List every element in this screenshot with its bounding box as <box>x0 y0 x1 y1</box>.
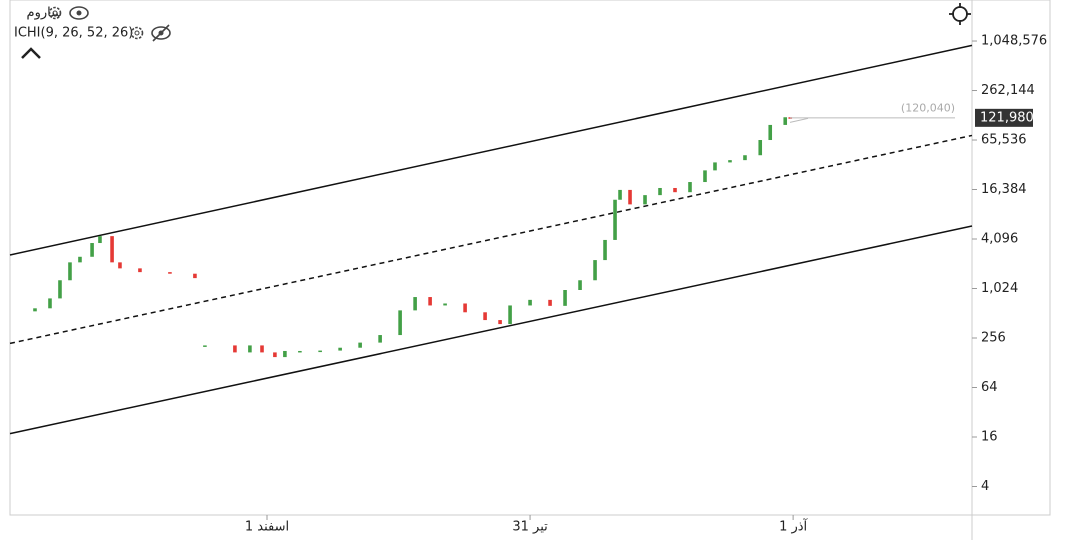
candle <box>713 162 717 171</box>
candle <box>48 298 52 309</box>
candle <box>463 303 467 313</box>
candle <box>358 342 362 348</box>
candle <box>58 280 62 299</box>
candle <box>703 170 707 183</box>
candle <box>643 195 647 205</box>
last-price: 121,980 <box>980 110 1034 125</box>
candle <box>90 243 94 257</box>
candle <box>593 260 597 281</box>
crosshair-button[interactable] <box>949 3 971 25</box>
y-tick-label: 65,536 <box>981 133 1027 148</box>
candle <box>498 320 502 325</box>
candle <box>118 262 122 269</box>
candle <box>248 345 252 353</box>
candle <box>233 345 237 353</box>
candle <box>563 289 567 306</box>
candle <box>443 303 447 306</box>
candle <box>283 350 287 358</box>
candle <box>203 345 207 347</box>
y-tick-label: 64 <box>981 380 998 395</box>
candle <box>193 273 197 279</box>
candle <box>768 124 773 141</box>
candle <box>273 352 277 358</box>
reference-tail <box>789 117 809 123</box>
y-tick-label: 262,144 <box>981 83 1035 98</box>
candle <box>33 308 37 312</box>
candle <box>688 182 692 193</box>
trend-line <box>9 134 973 345</box>
trend-line <box>9 44 973 256</box>
candle <box>673 187 677 193</box>
y-tick-label: 1,048,576 <box>981 34 1047 49</box>
candle <box>783 117 788 125</box>
candle <box>613 199 617 240</box>
collapse-button[interactable] <box>21 47 41 59</box>
candle <box>578 280 582 290</box>
y-tick-label: 4,096 <box>981 232 1018 247</box>
candle <box>548 299 552 306</box>
settings-icon[interactable] <box>48 6 62 20</box>
candle <box>528 299 532 306</box>
x-tick-label: 31 تیر <box>512 520 548 535</box>
candle <box>98 236 102 244</box>
symbol: ساروم <box>27 6 62 21</box>
candle <box>628 189 632 205</box>
trend-line <box>9 225 973 435</box>
candle <box>260 345 264 353</box>
candle <box>298 350 302 353</box>
x-tick-label: 1 آذر <box>779 518 808 535</box>
frame <box>9 0 1051 516</box>
visibility-icon[interactable] <box>69 6 89 20</box>
y-tick-label: 1,024 <box>981 281 1018 296</box>
indicator-settings-icon[interactable] <box>130 26 144 40</box>
y-tick-label: 256 <box>981 331 1006 346</box>
candle <box>603 239 607 261</box>
last-price-box <box>975 108 1033 127</box>
candle <box>428 297 432 306</box>
candle <box>398 310 402 336</box>
candle <box>338 347 342 351</box>
candle <box>743 155 747 161</box>
candle <box>758 140 763 156</box>
candle <box>168 272 172 274</box>
y-tick-label: 16 <box>981 429 998 444</box>
candle <box>138 268 142 273</box>
candle <box>483 312 487 321</box>
candle <box>658 187 662 196</box>
candle <box>378 335 382 343</box>
candle <box>413 297 417 311</box>
reference-price: (120,040) <box>901 101 955 114</box>
hide-icon[interactable] <box>151 24 171 42</box>
candle <box>110 236 114 263</box>
candle <box>618 189 622 200</box>
y-tick-label: 16,384 <box>981 182 1027 197</box>
candle <box>508 305 512 325</box>
y-tick-label: 4 <box>981 479 989 494</box>
candle <box>68 262 72 281</box>
candle <box>318 350 322 353</box>
candle <box>78 256 82 263</box>
indicator: ICHI(9, 26, 52, 26) <box>14 26 133 41</box>
x-tick-label: 1 اسفند <box>245 520 289 535</box>
candle <box>728 160 732 163</box>
